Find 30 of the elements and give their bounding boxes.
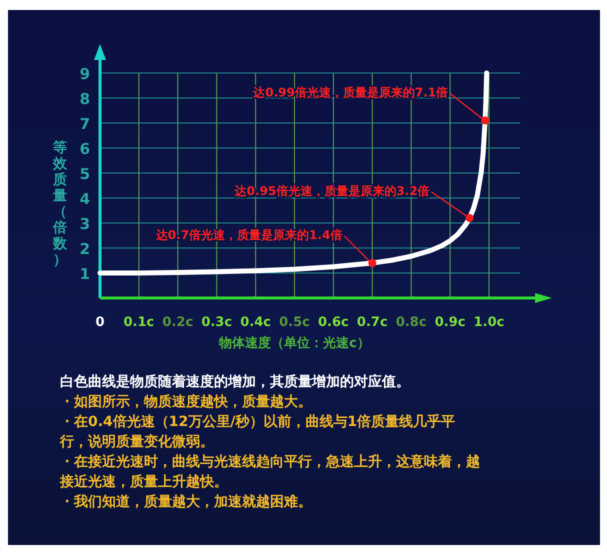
y-tick-label: 5	[80, 165, 90, 183]
x-tick-label: 0.9c	[434, 315, 466, 330]
x-tick-label: 0.6c	[318, 315, 349, 330]
y-tick-label: 2	[80, 240, 90, 258]
text: ・我们知道，质量越大，加速就越困难。	[60, 493, 313, 512]
y-tick-label: 8	[80, 90, 90, 108]
point	[466, 214, 474, 222]
text: ・如图所示，物质速度越快，质量越大。	[60, 392, 313, 412]
text: ・在0.4倍光速（12万公里/秒）以前，曲线与1倍质量线几乎平行，说明质量变化微弱。	[60, 413, 456, 452]
text: 白色曲线是物质随着速度的增加，其质量增加的对应值。	[60, 372, 411, 392]
x-tick-label: 0.4c	[240, 315, 271, 330]
x-tick-label: 0	[95, 315, 105, 330]
y-tick-label: 9	[80, 65, 90, 83]
y-tick-label: 7	[80, 115, 90, 133]
x-tick-label: 0.3c	[201, 315, 232, 330]
x-tick-label: 0.2c	[162, 315, 194, 330]
y-tick-label: 4	[80, 190, 90, 208]
x-tick-label: 0.8c	[396, 315, 427, 330]
y-tick-label: 3	[80, 215, 90, 233]
point	[368, 259, 376, 267]
x-tick-label: 0.1c	[124, 315, 154, 330]
x-tick-label: 0.5c	[279, 315, 310, 330]
y-tick-label: 1	[80, 265, 90, 283]
x-tick-label: 0.7c	[356, 315, 388, 330]
x-axis-title: 物体速度（单位：光速c）	[218, 335, 370, 351]
text: ・在接近光速时，曲线与光速线趋向平行，急速上升，这意味着，越接近光速，质量上升越快。	[60, 452, 480, 492]
y-tick-label: 6	[80, 140, 90, 158]
point	[481, 116, 490, 124]
x-tick-label: 1.0c	[474, 315, 504, 330]
ylabel: 等效质量（倍数）	[53, 140, 67, 268]
